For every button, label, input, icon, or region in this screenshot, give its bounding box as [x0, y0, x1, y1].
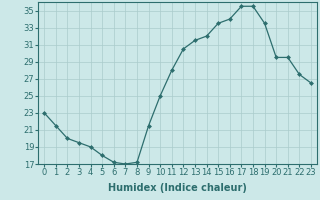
X-axis label: Humidex (Indice chaleur): Humidex (Indice chaleur) [108, 183, 247, 193]
